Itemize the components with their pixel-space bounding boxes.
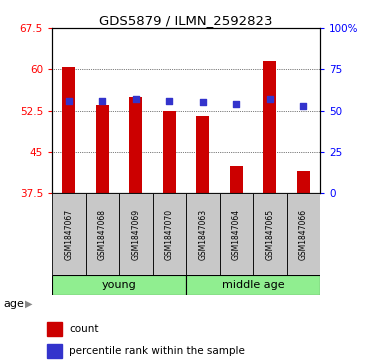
- Text: ▶: ▶: [25, 299, 32, 309]
- Point: [267, 96, 273, 102]
- Bar: [52, 193, 85, 275]
- Text: count: count: [69, 323, 99, 334]
- Text: GSM1847064: GSM1847064: [232, 208, 241, 260]
- Bar: [263, 61, 276, 193]
- Point: [66, 98, 72, 103]
- Text: GSM1847066: GSM1847066: [299, 208, 308, 260]
- Bar: [287, 193, 320, 275]
- Bar: [119, 193, 153, 275]
- Text: percentile rank within the sample: percentile rank within the sample: [69, 346, 245, 356]
- Bar: [253, 193, 287, 275]
- Bar: [96, 105, 109, 193]
- Bar: [47, 344, 62, 358]
- Text: age: age: [4, 299, 24, 309]
- Bar: [219, 193, 253, 275]
- Point: [300, 103, 306, 109]
- Text: GSM1847068: GSM1847068: [98, 208, 107, 260]
- Bar: [85, 193, 119, 275]
- Bar: [52, 275, 186, 295]
- Bar: [129, 97, 142, 193]
- Bar: [296, 171, 310, 193]
- Text: GSM1847069: GSM1847069: [131, 208, 140, 260]
- Point: [200, 99, 205, 105]
- Point: [166, 98, 172, 103]
- Text: GSM1847065: GSM1847065: [265, 208, 274, 260]
- Bar: [230, 166, 243, 193]
- Bar: [196, 116, 210, 193]
- Title: GDS5879 / ILMN_2592823: GDS5879 / ILMN_2592823: [99, 14, 273, 27]
- Bar: [153, 193, 186, 275]
- Bar: [186, 275, 320, 295]
- Bar: [186, 193, 219, 275]
- Text: middle age: middle age: [222, 280, 284, 290]
- Bar: [162, 110, 176, 193]
- Text: young: young: [101, 280, 137, 290]
- Text: GSM1847067: GSM1847067: [64, 208, 73, 260]
- Text: GSM1847063: GSM1847063: [198, 208, 207, 260]
- Text: GSM1847070: GSM1847070: [165, 208, 174, 260]
- Point: [133, 96, 139, 102]
- Point: [99, 98, 105, 103]
- Bar: [62, 66, 76, 193]
- Bar: [47, 322, 62, 335]
- Point: [233, 101, 239, 107]
